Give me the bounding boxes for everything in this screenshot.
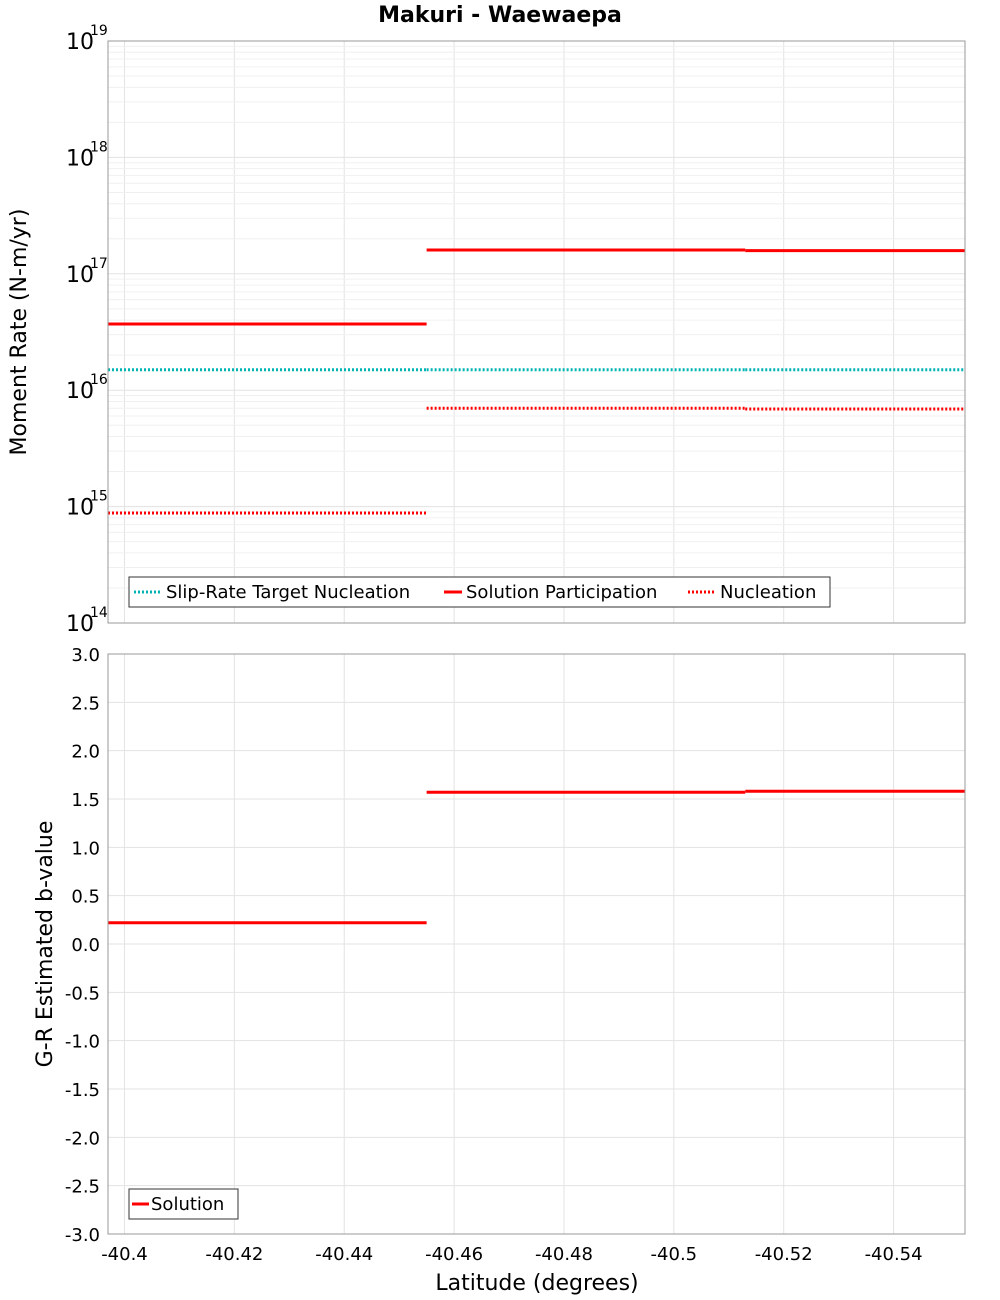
moment-rate-y-tick-exp-5: 19 [90,23,108,39]
legend-label-slip-rate-target: Slip-Rate Target Nucleation [166,582,410,603]
moment-rate-legend: Slip-Rate Target Nucleation Solution Par… [128,576,831,608]
b-value-y-tick-4: 1.0 [71,838,100,859]
b-value-y-tick-6: 0.0 [71,935,100,956]
b-value-y-ticks: 3.0 2.5 2.0 1.5 1.0 0.5 0.0 -0.5 -1.0 -1.5 -2.0 -2.… [65,645,100,1246]
moment-rate-y-tick-2: 10 [66,379,94,404]
b-value-panel: 3.0 2.5 2.0 1.5 1.0 0.5 0.0 -0.5 -1.0 -1.5 -2.0 -2.… [33,645,966,1246]
x-tick-1: -40.42 [205,1244,263,1265]
moment-rate-y-tick-1: 10 [66,496,94,521]
b-value-plot-frame [107,653,966,1235]
b-value-y-tick-11: -2.5 [65,1177,100,1198]
b-value-y-tick-9: -1.5 [65,1080,100,1101]
x-tick-4: -40.48 [535,1244,593,1265]
legend-label-solution-participation: Solution Participation [466,582,657,603]
b-value-y-tick-10: -2.0 [65,1128,100,1149]
moment-rate-y-tick-exp-3: 17 [90,256,108,272]
x-tick-6: -40.52 [755,1244,813,1265]
x-tick-7: -40.54 [865,1244,923,1265]
x-tick-0: -40.4 [101,1244,148,1265]
moment-rate-y-tick-exp-2: 16 [90,372,108,388]
moment-rate-y-tick-exp-0: 14 [90,605,108,621]
moment-rate-gridlines [108,40,965,624]
legend-label-nucleation: Nucleation [720,582,816,603]
b-value-series [108,789,965,925]
b-value-y-tick-12: -3.0 [65,1225,100,1246]
moment-rate-y-tick-5: 10 [66,30,94,55]
moment-rate-y-tick-4: 10 [66,146,94,171]
x-axis-label: Latitude (degrees) [435,1271,638,1296]
b-value-gridlines [108,653,965,1235]
moment-rate-y-tick-exp-1: 15 [90,489,108,505]
b-value-y-tick-7: -0.5 [65,983,100,1004]
moment-rate-series [108,248,965,515]
moment-rate-plot-frame [107,40,966,624]
b-value-y-axis-label: G-R Estimated b-value [33,821,58,1068]
chart-title: Makuri - Waewaepa [378,3,622,28]
b-value-y-tick-0: 3.0 [71,645,100,666]
b-value-y-tick-5: 0.5 [71,887,100,908]
b-value-y-tick-8: -1.0 [65,1032,100,1053]
x-tick-2: -40.44 [315,1244,373,1265]
x-tick-3: -40.46 [425,1244,483,1265]
moment-rate-y-tick-exp-4: 18 [90,139,108,155]
b-value-legend: Solution [128,1188,239,1220]
moment-rate-y-tick-3: 10 [66,263,94,288]
b-value-y-tick-1: 2.5 [71,693,100,714]
x-tick-5: -40.5 [651,1244,698,1265]
x-axis-ticks: -40.4 -40.42 -40.44 -40.46 -40.48 -40.5 -40.52… [101,1244,922,1265]
legend-label-solution: Solution [151,1194,224,1215]
moment-rate-y-tick-0: 10 [66,612,94,637]
b-value-y-tick-2: 2.0 [71,742,100,763]
moment-rate-y-axis-label: Moment Rate (N-m/yr) [7,209,32,456]
b-value-y-tick-3: 1.5 [71,790,100,811]
